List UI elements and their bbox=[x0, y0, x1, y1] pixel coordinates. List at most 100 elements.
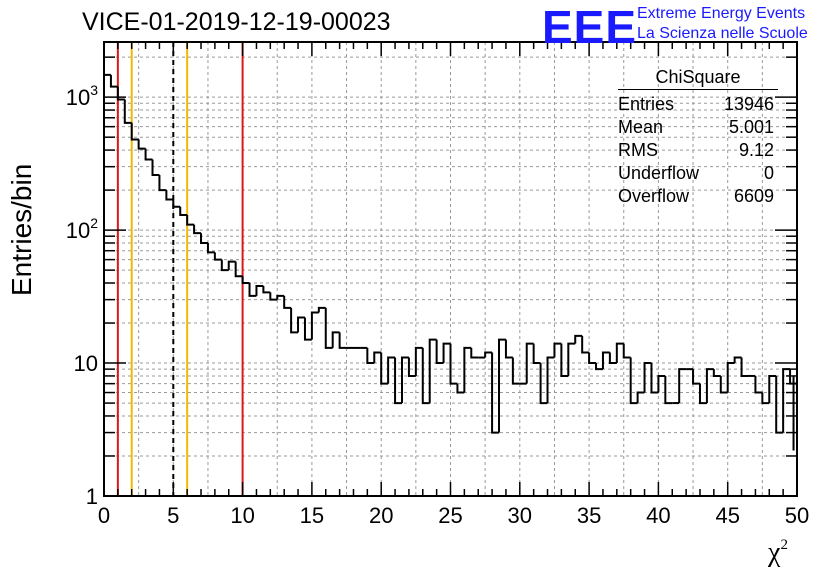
histogram-bin bbox=[186, 214, 195, 226]
x-tick-label: 30 bbox=[508, 503, 532, 528]
x-tick-label: 50 bbox=[785, 503, 809, 528]
histogram-bin bbox=[463, 346, 472, 393]
histogram-bin bbox=[172, 199, 181, 208]
histogram-bin bbox=[414, 346, 423, 376]
histogram-bin bbox=[116, 86, 125, 101]
eee-logo: EEE bbox=[542, 1, 638, 53]
histogram-bin bbox=[705, 368, 714, 404]
x-tick-label: 15 bbox=[300, 503, 324, 528]
histogram-bin bbox=[158, 174, 167, 192]
histogram-bin bbox=[442, 342, 451, 364]
histogram-bin bbox=[400, 356, 409, 404]
stats-row: Entries 13946 bbox=[618, 94, 774, 114]
histogram-bin bbox=[712, 369, 721, 377]
stats-row: Overflow 6609 bbox=[618, 186, 774, 206]
histogram-bin bbox=[241, 276, 250, 285]
histogram-bin bbox=[546, 356, 555, 404]
histogram-bin bbox=[109, 74, 118, 88]
histogram-bin bbox=[470, 347, 479, 359]
histogram-bin bbox=[629, 357, 638, 405]
histogram-bin bbox=[338, 332, 347, 349]
histogram-bin bbox=[303, 317, 312, 341]
histogram-bin bbox=[768, 374, 777, 404]
histogram-bin bbox=[698, 383, 707, 405]
histogram-bin bbox=[601, 351, 610, 370]
histogram-bin bbox=[608, 352, 617, 365]
histogram-bin bbox=[324, 307, 333, 349]
histogram-bin bbox=[525, 342, 534, 384]
stats-row: Mean 5.001 bbox=[618, 117, 774, 137]
x-tick-label: 0 bbox=[98, 503, 110, 528]
histogram-bin bbox=[498, 338, 506, 433]
histogram-bin bbox=[775, 375, 784, 434]
histogram-bin bbox=[373, 351, 382, 364]
histogram-bin bbox=[733, 356, 742, 364]
histogram-bin bbox=[220, 259, 229, 272]
stats-row: RMS 9.12 bbox=[618, 140, 774, 160]
histogram-bin bbox=[269, 292, 278, 301]
histogram-bin bbox=[692, 369, 700, 385]
y-axis-label: Entries/bin bbox=[6, 163, 37, 296]
histogram-bin bbox=[456, 383, 465, 394]
y-tick-label: 1 bbox=[86, 484, 98, 509]
histogram-bin bbox=[394, 357, 402, 405]
histogram-bin bbox=[560, 343, 569, 377]
x-tick-label: 35 bbox=[577, 503, 601, 528]
y-tick-label: 103 bbox=[66, 82, 98, 110]
histogram-bin bbox=[678, 368, 687, 404]
histogram-bin bbox=[636, 391, 645, 404]
x-tick-label: 45 bbox=[715, 503, 739, 528]
histogram-bin bbox=[553, 342, 562, 358]
logo-line-1: Extreme Energy Events bbox=[637, 5, 806, 22]
histogram-bin bbox=[726, 362, 735, 393]
reference-lines bbox=[116, 42, 244, 496]
x-tick-label: 25 bbox=[438, 503, 462, 528]
histogram-bin bbox=[387, 356, 396, 384]
histogram-bin bbox=[297, 316, 305, 333]
histogram-bin bbox=[276, 294, 285, 300]
histogram-bin bbox=[144, 148, 153, 161]
histogram-bin bbox=[588, 352, 597, 365]
histogram-bin bbox=[262, 285, 271, 294]
y-tick-label: 102 bbox=[66, 215, 98, 243]
histogram-bin bbox=[165, 190, 174, 201]
histogram-bin bbox=[407, 357, 416, 377]
histogram-bin bbox=[449, 343, 458, 385]
stats-title: ChiSquare bbox=[618, 67, 778, 90]
histogram-bin bbox=[317, 306, 326, 313]
histogram-bin bbox=[123, 99, 132, 124]
histogram-bin bbox=[761, 392, 770, 405]
histogram-bin bbox=[227, 260, 236, 271]
histogram-bin bbox=[213, 252, 222, 261]
stats-row: Underflow 0 bbox=[618, 163, 774, 183]
histogram-bin bbox=[504, 339, 513, 359]
x-tick-label: 5 bbox=[167, 503, 179, 528]
histogram-bin bbox=[615, 342, 624, 364]
histogram-bin bbox=[539, 363, 548, 405]
x-axis-label: χ2 bbox=[768, 536, 788, 568]
axis-ticks bbox=[103, 42, 798, 497]
histogram-bin bbox=[754, 375, 763, 394]
histogram-bin bbox=[567, 342, 576, 376]
histogram-bin bbox=[310, 311, 319, 340]
chart-title: VICE-01-2019-12-19-00023 bbox=[82, 8, 391, 36]
grid-lines bbox=[104, 42, 797, 496]
tick-labels: 0 5 10 15 20 25 30 35 40 45 50 1 10 102 103 bbox=[66, 82, 810, 528]
histogram-bin bbox=[581, 335, 590, 354]
histogram-bin bbox=[193, 224, 202, 235]
logo-line-2: La Scienza nelle Scuole bbox=[637, 25, 808, 42]
histogram-bin bbox=[664, 375, 673, 405]
histogram-bin bbox=[137, 139, 146, 150]
histogram-bin bbox=[248, 283, 257, 297]
histogram-bin bbox=[511, 357, 520, 385]
x-tick-label: 20 bbox=[369, 503, 393, 528]
histogram-bin bbox=[719, 375, 728, 394]
histogram-bin bbox=[151, 159, 160, 176]
histogram-bin bbox=[650, 363, 659, 394]
histogram-bin bbox=[290, 307, 299, 334]
histogram-bin bbox=[179, 206, 188, 216]
y-tick-label: 10 bbox=[74, 351, 98, 376]
histogram-bin bbox=[130, 122, 139, 141]
histogram-bin bbox=[206, 242, 215, 254]
